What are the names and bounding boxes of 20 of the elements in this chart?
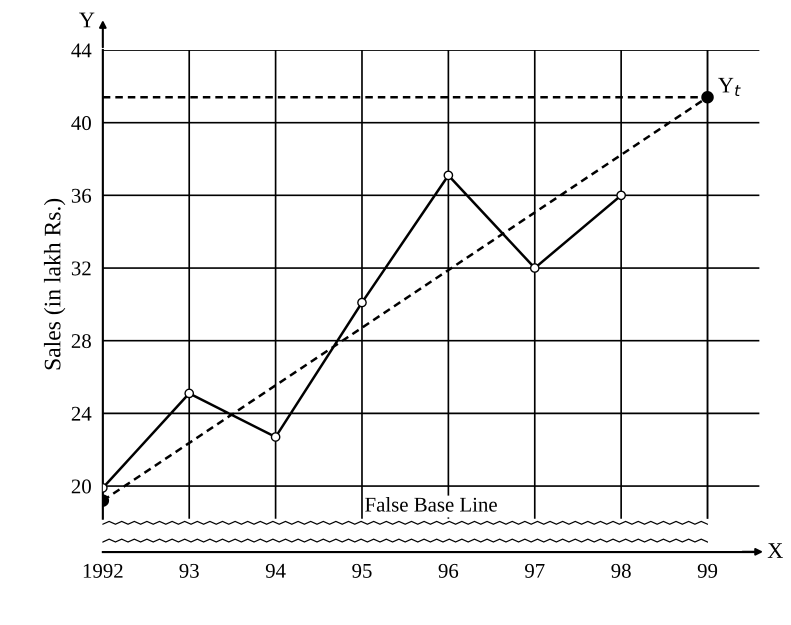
x-tick-label: 98: [611, 564, 631, 578]
y-tick-label: 36: [72, 188, 92, 203]
x-tick-label: 99: [698, 564, 718, 578]
text: Y: [79, 12, 94, 28]
y-axis-title: Sales (in lakh Rs.): [44, 198, 66, 370]
annotation: False Base Line: [365, 497, 497, 512]
y-tick-label: 28: [72, 334, 91, 348]
ref-line-label: Y$_{t}$: [718, 78, 741, 96]
x-tick-label: 96: [438, 564, 458, 578]
y-tick-label: 32: [72, 261, 91, 276]
y-tick-label: 20: [72, 479, 91, 494]
y-tick-label: 44: [71, 44, 92, 58]
x-tick-label: 97: [525, 564, 545, 578]
x-tick-label: 94: [266, 564, 286, 578]
text: X: [768, 543, 783, 558]
x-tick-label: 93: [179, 564, 199, 578]
y-tick-label: 40: [71, 116, 91, 130]
y-tick-label: 24: [72, 406, 92, 421]
x-tick-label: 1992: [84, 564, 123, 578]
x-tick-label: 95: [352, 564, 372, 578]
